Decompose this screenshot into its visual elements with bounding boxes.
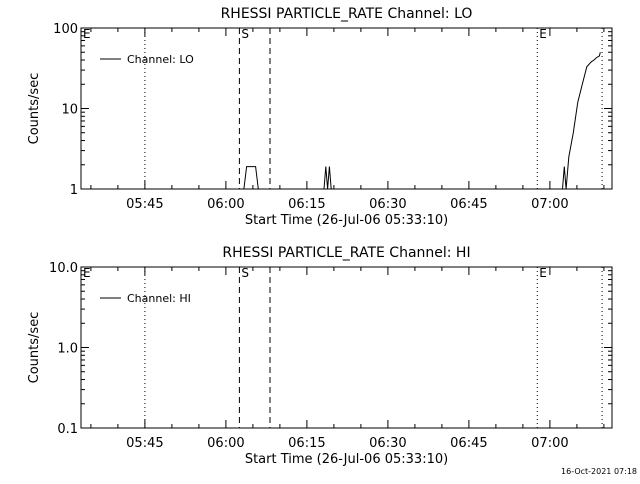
series-line-segment (323, 166, 332, 190)
x-tick-label: 06:45 (450, 436, 487, 451)
x-tick-label: 06:00 (207, 436, 244, 451)
x-tick-label: 05:45 (126, 197, 163, 212)
y-axis-label: Counts/sec (27, 312, 42, 384)
series-line-segment (243, 166, 259, 190)
event-marker-label: E (83, 27, 91, 41)
event-marker-label: S (241, 266, 249, 280)
event-marker-label: S (241, 27, 249, 41)
x-tick-label: 06:00 (207, 197, 244, 212)
y-tick-label: 10.0 (49, 261, 78, 276)
y-tick-label: 0.1 (57, 422, 78, 437)
x-tick-label: 06:30 (369, 197, 406, 212)
event-marker-label: E (539, 266, 547, 280)
chart-title: RHESSI PARTICLE_RATE Channel: LO (221, 6, 473, 22)
x-tick-label: 07:00 (531, 197, 568, 212)
x-axis-label: Start Time (26-Jul-06 05:33:10) (245, 452, 448, 467)
legend-label: Channel: HI (127, 292, 191, 305)
x-tick-label: 07:00 (531, 436, 568, 451)
event-marker-label: E (539, 27, 547, 41)
series-line-segment (562, 52, 601, 190)
x-tick-label: 06:45 (450, 197, 487, 212)
y-tick-label: 1.0 (57, 342, 78, 357)
y-tick-label: 100 (53, 22, 78, 37)
legend-label: Channel: LO (127, 53, 194, 66)
y-tick-label: 1 (70, 183, 78, 198)
chart-title: RHESSI PARTICLE_RATE Channel: HI (222, 245, 470, 261)
event-marker-label: E (83, 266, 91, 280)
x-tick-label: 06:15 (288, 436, 325, 451)
y-axis-label: Counts/sec (27, 73, 42, 145)
x-tick-label: 05:45 (126, 436, 163, 451)
footer-timestamp: 16-Oct-2021 07:18 (561, 467, 637, 476)
x-tick-label: 06:30 (369, 436, 406, 451)
x-tick-label: 06:15 (288, 197, 325, 212)
x-axis-label: Start Time (26-Jul-06 05:33:10) (245, 213, 448, 228)
y-tick-label: 10 (61, 103, 78, 118)
